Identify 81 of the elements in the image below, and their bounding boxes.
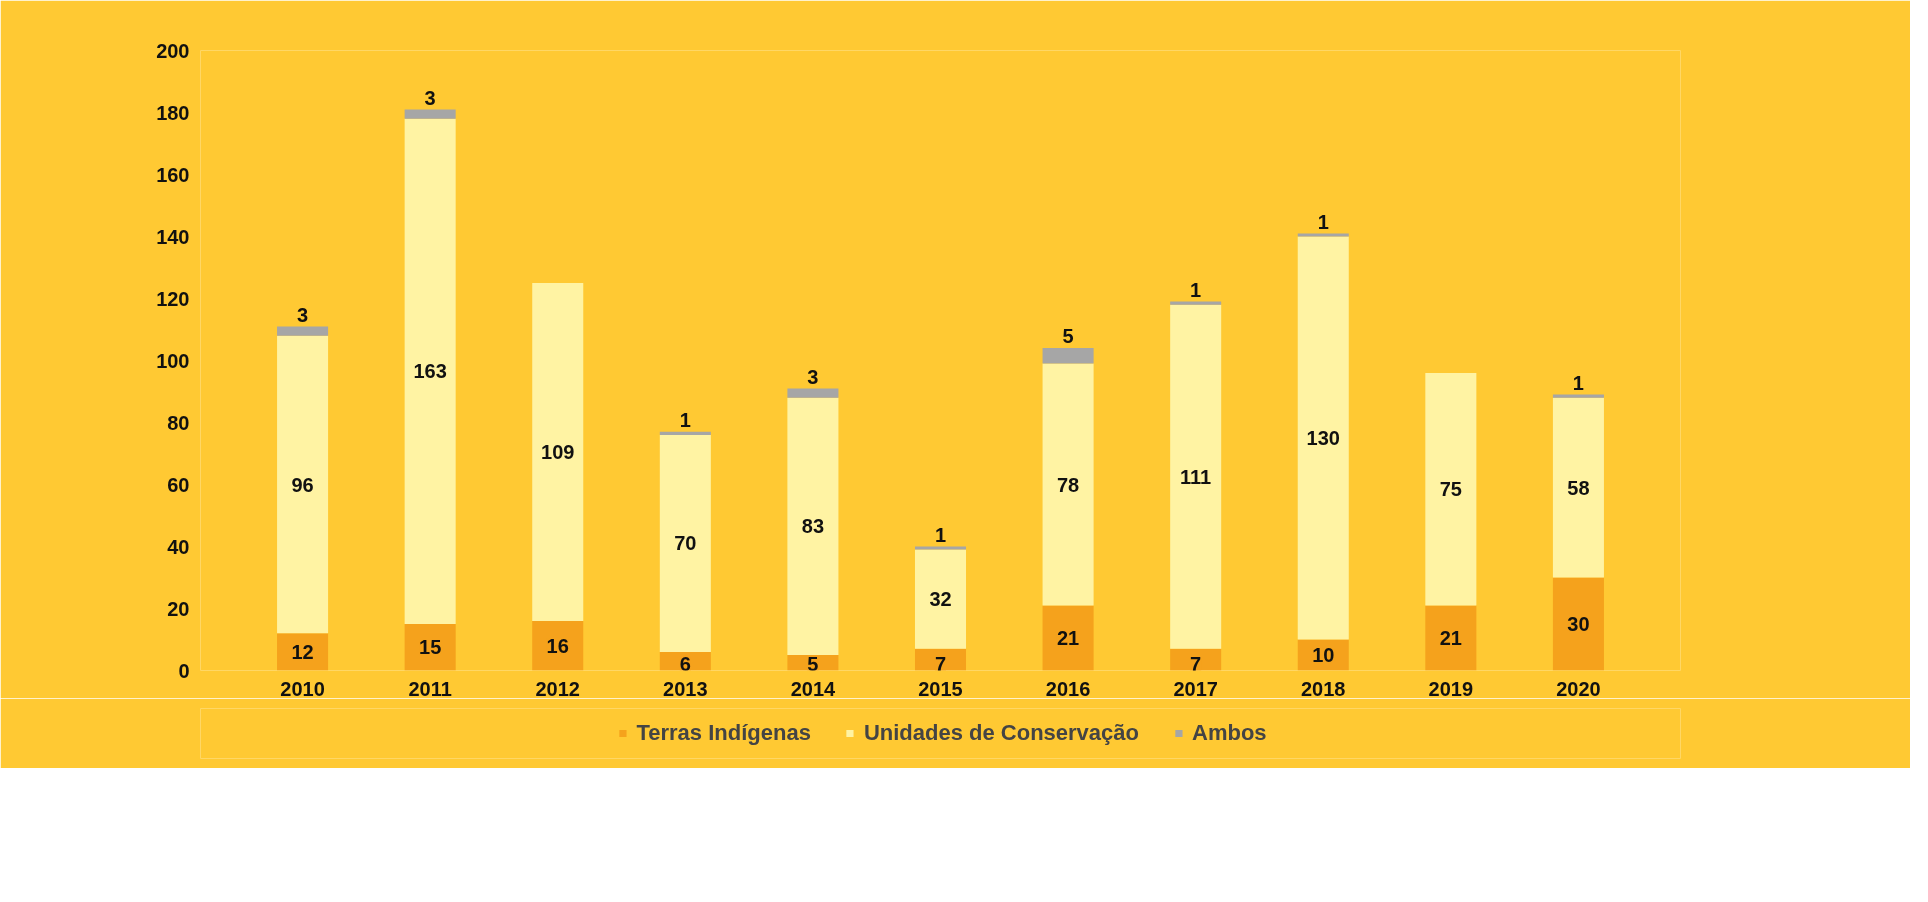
data-label: 1: [1572, 371, 1584, 394]
bar: [1297, 233, 1349, 237]
bar: [787, 397, 839, 655]
bar: [1425, 372, 1477, 606]
x-tick-label: 2011: [408, 677, 452, 700]
data-label: 163: [413, 360, 447, 383]
bar: [1170, 301, 1222, 305]
bar: [787, 388, 839, 398]
data-label: 109: [541, 440, 575, 463]
bar: [1552, 397, 1604, 578]
data-label: 1: [934, 523, 947, 546]
data-label: 58: [1567, 476, 1590, 499]
data-label: 130: [1306, 427, 1340, 449]
bar: [277, 326, 329, 336]
legend-label: Unidades de Conservação: [863, 720, 1139, 746]
bar: [1297, 236, 1349, 640]
data-label: 5: [807, 652, 819, 675]
bar: [1425, 605, 1477, 671]
bar: [1042, 363, 1094, 606]
y-tick-label: 80: [167, 411, 190, 434]
bar: [532, 283, 584, 621]
bar: [532, 620, 584, 671]
data-label: 111: [1180, 465, 1212, 488]
y-tick-label: 100: [156, 349, 190, 372]
legend-label: Terras Indígenas: [636, 720, 811, 746]
x-tick-label: 2013: [663, 677, 708, 700]
data-label: 7: [1190, 652, 1202, 675]
data-label: 70: [674, 532, 697, 555]
bar: [659, 434, 711, 652]
bar: [277, 335, 329, 634]
x-tick-label: 2010: [280, 677, 325, 700]
data-label: 32: [929, 588, 952, 611]
x-tick-label: 2012: [535, 677, 580, 700]
data-label: 75: [1439, 478, 1462, 501]
bar: [1552, 577, 1604, 671]
data-label: 1: [679, 409, 691, 432]
data-label: 78: [1056, 473, 1080, 496]
bar: [659, 431, 711, 435]
y-tick-label: 40: [167, 535, 190, 558]
data-label: 6: [679, 652, 691, 675]
y-tick-label: 160: [156, 163, 190, 186]
bar: [1170, 304, 1222, 649]
data-label: 12: [291, 640, 314, 663]
data-label: 96: [291, 473, 314, 496]
x-tick-label: 2020: [1556, 677, 1601, 700]
x-tick-label: 2017: [1173, 677, 1218, 700]
bar: [404, 624, 456, 671]
y-tick-label: 60: [167, 473, 190, 496]
x-tick-label: 2014: [790, 677, 837, 700]
data-label: 15: [419, 636, 442, 659]
data-label: 21: [1056, 626, 1080, 649]
bar: [404, 109, 456, 119]
data-label: 21: [1439, 626, 1462, 649]
legend-label: Ambos: [1191, 720, 1267, 746]
data-label: 7: [934, 652, 947, 675]
data-label: 10: [1312, 644, 1335, 666]
data-label: 1: [1317, 210, 1329, 233]
data-label: 1: [1190, 278, 1202, 301]
x-tick-label: 2015: [918, 677, 963, 700]
y-tick-label: 140: [156, 225, 190, 248]
data-label: 3: [297, 303, 309, 326]
data-label: 3: [424, 86, 436, 109]
bar: [1552, 394, 1604, 398]
bar: [914, 546, 967, 550]
y-tick-label: 200: [156, 39, 190, 62]
y-tick-label: 180: [156, 101, 190, 124]
data-label: 3: [807, 365, 819, 388]
x-tick-label: 2018: [1301, 677, 1346, 700]
bar: [1042, 348, 1094, 364]
y-tick-label: 20: [167, 597, 190, 620]
bar: [914, 549, 967, 649]
data-label: 83: [801, 515, 825, 538]
x-tick-label: 2016: [1045, 677, 1091, 700]
data-label: 5: [1062, 325, 1074, 348]
y-tick-label: 120: [156, 287, 190, 310]
bar: [1042, 605, 1094, 671]
data-label: 16: [546, 634, 569, 657]
data-label: 30: [1567, 613, 1590, 635]
x-tick-label: 2019: [1428, 677, 1474, 700]
bar: [404, 118, 456, 624]
y-tick-label: 0: [178, 659, 190, 682]
